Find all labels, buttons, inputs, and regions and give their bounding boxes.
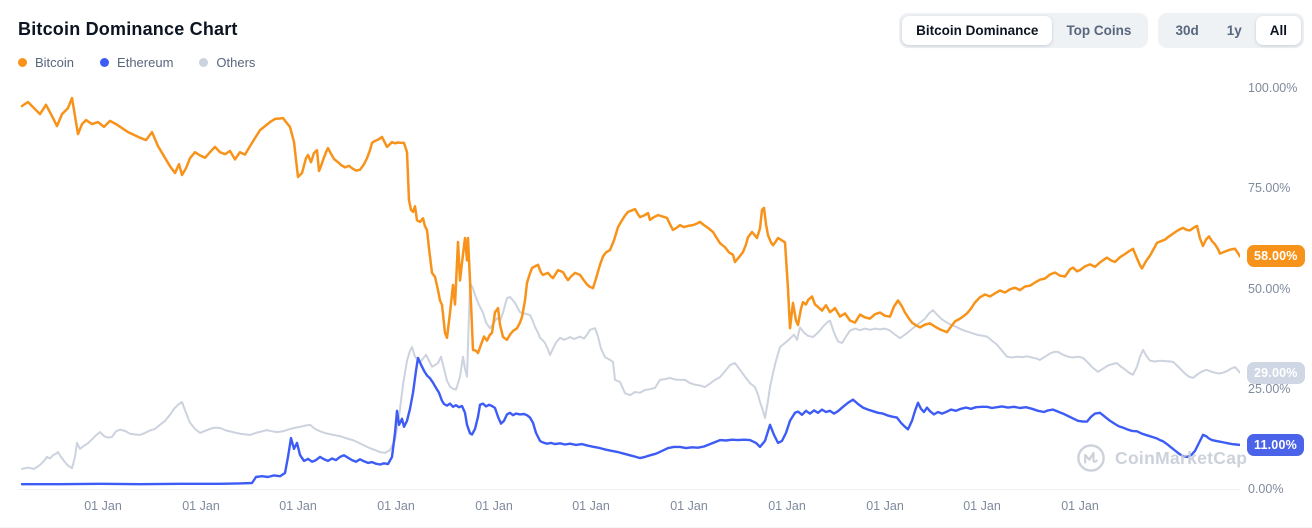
series-line-others: [21, 281, 1240, 470]
range-1y[interactable]: 1y: [1213, 16, 1256, 45]
y-axis-tick: 50.00%: [1248, 281, 1291, 296]
x-axis-tick: 01 Jan: [572, 499, 610, 513]
range-toggle-group: 30d 1y All: [1158, 13, 1304, 48]
x-axis-tick: 01 Jan: [182, 499, 220, 513]
series-line-ethereum: [20, 356, 1240, 486]
value-badge-29.00: 29.00%: [1247, 361, 1305, 384]
range-30d[interactable]: 30d: [1161, 16, 1212, 45]
chart-legend: Bitcoin Ethereum Others: [18, 55, 255, 70]
x-axis-tick: 01 Jan: [866, 499, 904, 513]
y-axis-tick: 100.00%: [1248, 81, 1298, 95]
value-badge-11.00: 11.00%: [1247, 433, 1304, 456]
dominance-line-chart[interactable]: [18, 88, 1240, 490]
chart-controls: Bitcoin Dominance Top Coins 30d 1y All: [899, 13, 1304, 48]
y-axis-tick: 25.00%: [1248, 381, 1291, 396]
x-axis-tick: 01 Jan: [1061, 499, 1099, 513]
coinmarketcap-watermark: CoinMarketCap: [1076, 443, 1247, 473]
watermark-label: CoinMarketCap: [1115, 447, 1248, 468]
value-badge-58.00: 58.00%: [1247, 245, 1305, 268]
legend-label: Bitcoin: [35, 55, 75, 70]
x-axis-tick: 01 Jan: [670, 499, 708, 513]
toggle-bitcoin-dominance[interactable]: Bitcoin Dominance: [902, 16, 1053, 45]
legend-label: Ethereum: [117, 55, 174, 70]
toggle-top-coins[interactable]: Top Coins: [1052, 16, 1145, 45]
legend-item-ethereum[interactable]: Ethereum: [100, 55, 173, 70]
legend-dot-icon: [18, 58, 27, 67]
x-axis-tick: 01 Jan: [475, 499, 513, 513]
y-axis-tick: 75.00%: [1248, 181, 1291, 196]
x-axis-tick: 01 Jan: [768, 499, 806, 513]
x-axis-tick: 01 Jan: [377, 499, 415, 513]
legend-item-others[interactable]: Others: [199, 55, 255, 70]
legend-item-bitcoin[interactable]: Bitcoin: [18, 55, 74, 70]
range-all[interactable]: All: [1255, 16, 1301, 45]
x-axis-baseline: [18, 489, 1240, 490]
x-axis-tick: 01 Jan: [84, 499, 122, 513]
legend-dot-icon: [199, 58, 209, 67]
x-axis-tick: 01 Jan: [963, 499, 1001, 513]
legend-label: Others: [216, 55, 256, 70]
x-axis-tick: 01 Jan: [279, 499, 317, 513]
view-toggle-group: Bitcoin Dominance Top Coins: [899, 13, 1149, 48]
legend-dot-icon: [100, 58, 110, 67]
page-title: Bitcoin Dominance Chart: [18, 19, 238, 39]
coinmarketcap-logo-icon: [1077, 444, 1105, 472]
y-axis-tick: 0.00%: [1248, 482, 1284, 496]
series-line-bitcoin: [20, 96, 1240, 355]
